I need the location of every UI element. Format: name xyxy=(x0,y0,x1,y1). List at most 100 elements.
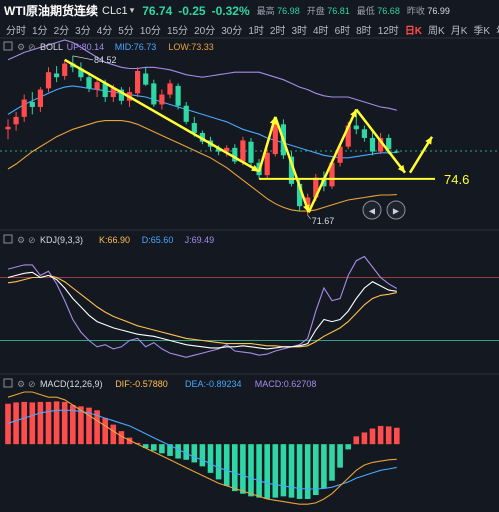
tab-timeframe-18[interactable]: 周K xyxy=(428,25,445,37)
tab-timeframe-10[interactable]: 1时 xyxy=(248,25,264,37)
candle-body xyxy=(378,137,384,152)
candle-body xyxy=(45,72,52,89)
boll-lower-line xyxy=(7,120,397,212)
tab-timeframe-19[interactable]: 月K xyxy=(450,25,468,37)
macd-bar xyxy=(191,444,198,463)
macd-bar xyxy=(78,406,84,445)
candle-body xyxy=(329,162,335,187)
macd-bar xyxy=(183,444,189,460)
macd-bar xyxy=(126,437,133,445)
candle-body xyxy=(143,73,149,85)
support-label: 74.6 xyxy=(444,172,469,187)
prev-button[interactable] xyxy=(362,200,382,220)
tab-timeframe-7[interactable]: 15分 xyxy=(166,25,189,37)
candle-body xyxy=(118,89,124,101)
play-back-icon: ◀ xyxy=(369,207,376,216)
boll-name: BOLL xyxy=(40,42,63,52)
tab-timeframe-14[interactable]: 6时 xyxy=(334,25,351,37)
tab-timeframe-2[interactable]: 2分 xyxy=(53,25,70,37)
tab-timeframe-15[interactable]: 8时 xyxy=(356,25,372,37)
stat-high: 最高 76.98 xyxy=(256,6,300,16)
macd-bar xyxy=(369,428,376,445)
stat-prev-close: 昨收 76.99 xyxy=(406,6,450,16)
tab-timeframe-13[interactable]: 4时 xyxy=(313,25,329,37)
candle-body xyxy=(13,116,19,125)
candle-body xyxy=(175,85,181,106)
last-price: 76.74 xyxy=(142,3,173,18)
tab-timeframe-3[interactable]: 3分 xyxy=(75,25,91,37)
tab-timeframe-4[interactable]: 4分 xyxy=(96,25,113,37)
symbol-name[interactable]: WTI原油期货连续 xyxy=(4,4,98,18)
candle-body xyxy=(62,63,68,76)
candle-body xyxy=(199,133,205,142)
macd-bar xyxy=(53,401,60,445)
macd-bar xyxy=(21,401,27,445)
kdj-d-line xyxy=(7,274,397,348)
candle-body xyxy=(54,73,60,78)
tab-timeframe-6[interactable]: 10分 xyxy=(139,25,161,37)
macd-bar xyxy=(361,432,368,445)
tab-timeframe-0[interactable]: 分时 xyxy=(6,25,26,37)
candle-body xyxy=(224,147,230,152)
trend-arrow-2 xyxy=(257,116,277,172)
candle-body xyxy=(394,151,400,153)
candle-body xyxy=(361,129,367,138)
kdj-name: KDJ(9,3,3) xyxy=(40,235,83,245)
candle-body xyxy=(313,177,319,198)
trend-arrow-4-head xyxy=(350,109,357,118)
candle-body xyxy=(191,123,197,133)
macd-bar xyxy=(337,444,343,468)
trend-arrow-4 xyxy=(307,108,358,213)
symbol-code[interactable]: CLc1 xyxy=(102,4,128,17)
macd-bar xyxy=(256,444,262,498)
macd-bar xyxy=(288,444,295,498)
candle-body xyxy=(216,147,222,152)
macd-collapse-icon[interactable] xyxy=(3,378,13,388)
candle-body xyxy=(272,123,278,155)
macd-gear-icon: ⚙ xyxy=(17,379,25,389)
price-change-pct: -0.32% xyxy=(211,3,250,18)
macd-bar xyxy=(29,402,36,445)
tab-timeframe-8[interactable]: 20分 xyxy=(194,25,216,37)
macd-bar xyxy=(134,442,141,445)
macd-bar xyxy=(13,402,19,445)
macd-value: MACD:0.62708 xyxy=(255,379,317,389)
candle-body xyxy=(305,197,311,207)
macd-hide-icon: ⊘ xyxy=(28,379,36,389)
low-marker-line xyxy=(307,215,311,220)
macd-bar xyxy=(175,444,181,459)
macd-bar xyxy=(118,431,125,445)
tab-timeframe-16[interactable]: 12时 xyxy=(377,25,399,37)
tab-timeframe-21[interactable]: 年K xyxy=(496,22,499,37)
trend-arrow-3 xyxy=(274,116,310,213)
boll-gear-icon: ⚙ xyxy=(17,42,25,52)
boll-collapse-icon[interactable] xyxy=(3,41,13,51)
macd-bar xyxy=(207,444,214,473)
candle-body xyxy=(345,125,351,147)
candle-body xyxy=(151,83,157,105)
price-change: -0.25 xyxy=(178,3,206,18)
candle-body xyxy=(78,68,84,78)
macd-bar xyxy=(70,405,76,445)
macd-bar xyxy=(142,444,149,449)
macd-bar xyxy=(223,444,230,486)
chevron-down-icon[interactable]: ▾ xyxy=(129,5,135,15)
tab-timeframe-1[interactable]: 1分 xyxy=(32,25,48,37)
trend-arrow-1 xyxy=(64,58,260,173)
tab-timeframe-11[interactable]: 2时 xyxy=(269,25,286,37)
kdj-collapse-icon[interactable] xyxy=(3,234,13,244)
candle-body xyxy=(386,137,392,150)
macd-bar xyxy=(110,424,117,445)
tab-timeframe-12[interactable]: 3时 xyxy=(291,25,307,37)
macd-dea: DEA:-0.89234 xyxy=(185,379,242,389)
tab-timeframe-17[interactable]: 日K xyxy=(404,25,423,37)
boll-mid-line xyxy=(7,85,397,159)
next-button[interactable] xyxy=(386,200,406,220)
macd-dif: DIF:-0.57880 xyxy=(115,379,168,389)
tab-timeframe-9[interactable]: 30分 xyxy=(221,25,243,37)
tab-timeframe-20[interactable]: 季K xyxy=(473,25,491,37)
macd-bar xyxy=(248,444,254,497)
candle-body xyxy=(288,156,295,184)
tab-timeframe-5[interactable]: 5分 xyxy=(118,25,134,37)
